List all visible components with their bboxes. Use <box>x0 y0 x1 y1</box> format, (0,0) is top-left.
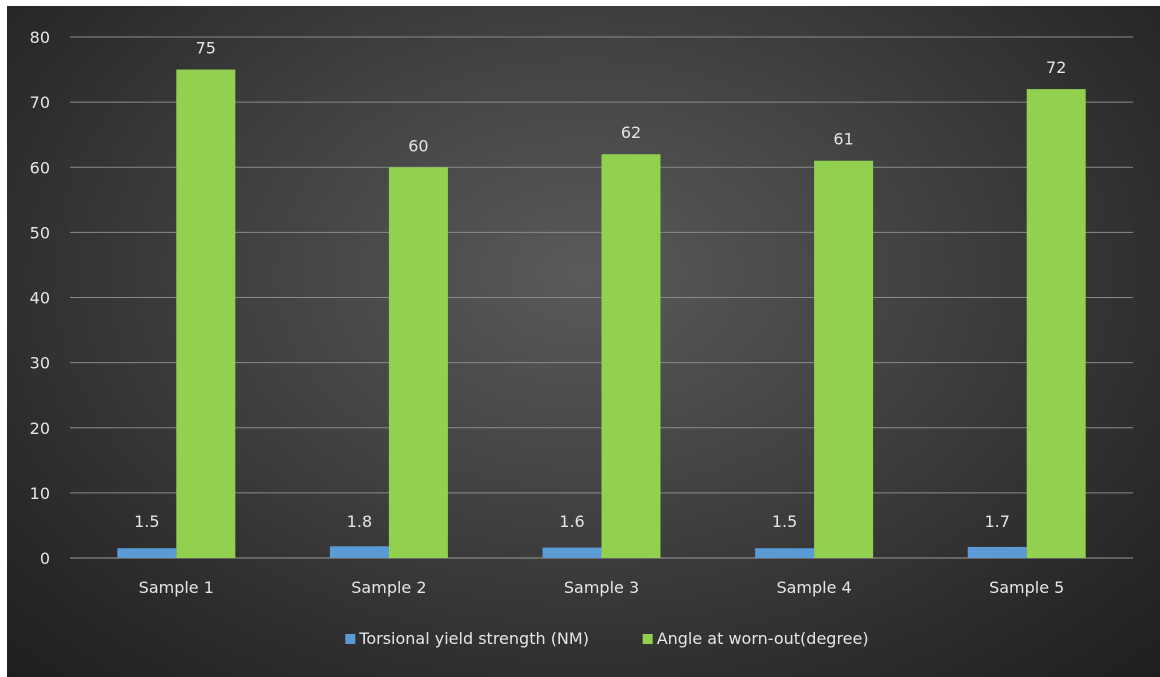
y-tick-label: 70 <box>30 93 50 112</box>
y-tick-label: 30 <box>30 354 50 373</box>
data-label: 75 <box>196 39 216 58</box>
bar-torsional-yield-2 <box>329 546 389 558</box>
data-label: 60 <box>408 136 428 155</box>
x-tick-label: Sample 3 <box>564 578 639 597</box>
y-tick-label: 20 <box>30 419 50 438</box>
legend-swatch <box>642 634 653 644</box>
legend-swatch <box>345 634 356 644</box>
data-label: 1.8 <box>347 512 372 531</box>
x-tick-label: Sample 4 <box>776 578 851 597</box>
bar-angle-worn-out-4 <box>814 160 874 559</box>
x-tick-label: Sample 5 <box>989 578 1064 597</box>
bar-torsional-yield-3 <box>542 547 602 558</box>
legend-label: Angle at worn-out(degree) <box>657 629 869 648</box>
data-label: 1.6 <box>559 512 584 531</box>
data-label: 72 <box>1046 58 1066 77</box>
x-axis-tick-labels: Sample 1 Sample 2 Sample 3 Sample 4 Sample 5 <box>139 578 1065 597</box>
legend-label: Torsional yield strength (NM) <box>358 629 589 648</box>
y-tick-label: 0 <box>40 549 50 568</box>
bar-torsional-yield-1 <box>117 548 177 558</box>
x-tick-label: Sample 2 <box>351 578 426 597</box>
bar-torsional-yield-4 <box>755 548 815 558</box>
bar-torsional-yield-5 <box>967 546 1027 558</box>
x-tick-label: Sample 1 <box>139 578 214 597</box>
y-tick-label: 40 <box>30 289 50 308</box>
y-tick-label: 10 <box>30 484 50 503</box>
bar-angle-worn-out-5 <box>1026 89 1086 558</box>
data-label: 62 <box>621 123 641 142</box>
y-tick-label: 50 <box>30 223 50 242</box>
data-label: 1.7 <box>984 512 1009 531</box>
bars <box>117 69 1086 559</box>
data-label: 1.5 <box>134 512 159 531</box>
bar-angle-worn-out-1 <box>176 69 236 558</box>
data-label: 1.5 <box>772 512 797 531</box>
bar-angle-worn-out-3 <box>601 154 661 558</box>
bar-angle-worn-out-2 <box>388 167 448 558</box>
y-tick-label: 80 <box>30 28 50 47</box>
data-label: 61 <box>833 130 853 149</box>
legend: Torsional yield strength (NM) Angle at wo… <box>345 629 869 648</box>
y-axis-tick-labels: 0 10 20 30 40 50 60 70 80 <box>30 28 50 568</box>
data-labels: 1.5 75 1.8 60 1.6 62 1.5 61 1.7 72 <box>134 39 1066 531</box>
y-tick-label: 60 <box>30 158 50 177</box>
